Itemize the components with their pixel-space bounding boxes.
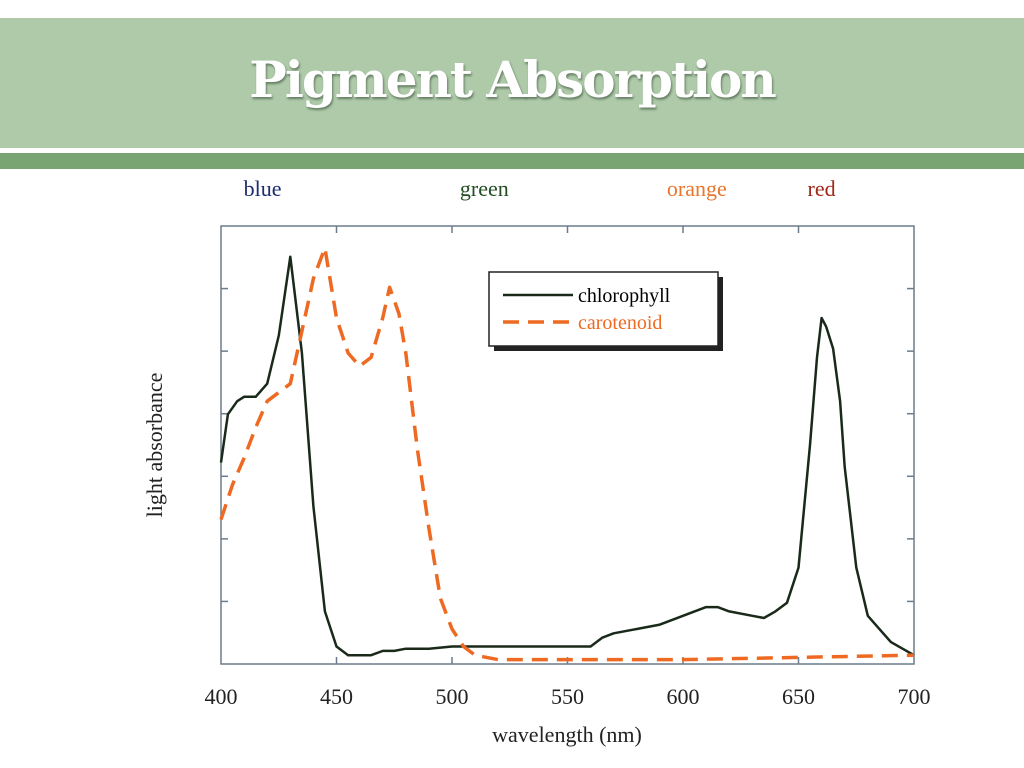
slide-title: Pigment Absorption [249,50,776,109]
y-axis-title: light absorbance [142,373,167,518]
title-divider [0,153,1024,169]
band-label-blue: blue [244,176,282,201]
band-label-green: green [460,176,509,201]
series-line-carotenoid [219,246,915,662]
band-label-red: red [808,176,836,201]
plot-series [219,246,915,662]
legend-label-carotenoid: carotenoid [578,312,662,334]
x-tick-label: 600 [667,684,700,709]
x-tick-labels: 400 450 500 550 600 650 700 [205,684,931,709]
x-tick-label: 450 [320,684,353,709]
band-label-orange: orange [667,176,727,201]
x-tick-label: 400 [205,684,238,709]
x-tick-label: 550 [551,684,584,709]
x-axis-title: wavelength (nm) [492,722,642,747]
x-tick-label: 700 [898,684,931,709]
x-tick-label: 650 [782,684,815,709]
legend: chlorophyll carotenoid [488,271,723,351]
legend-box [488,271,719,347]
color-band-labels: blue green orange red [244,176,836,201]
x-tick-label: 500 [436,684,469,709]
series-line-chlorophyll [219,255,915,657]
title-banner [0,18,1024,148]
legend-label-chlorophyll: chlorophyll [578,285,671,307]
